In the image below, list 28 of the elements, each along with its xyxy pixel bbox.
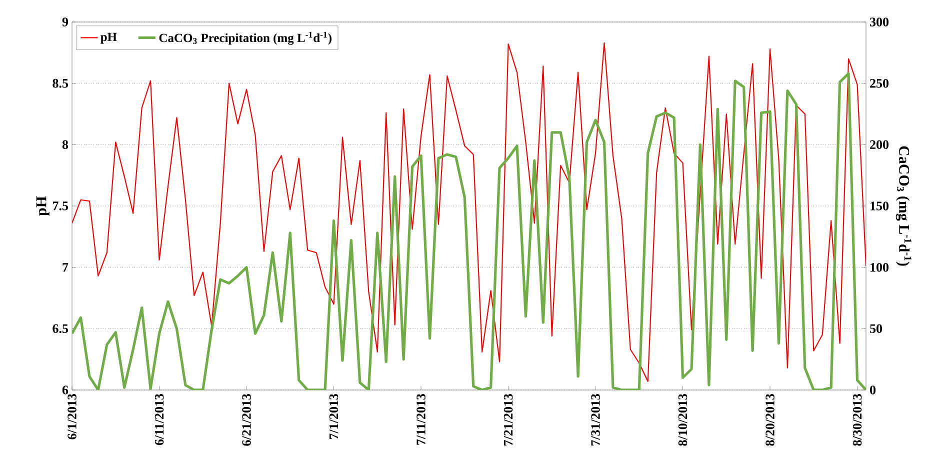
x-tick-label: 7/31/2013 — [591, 394, 600, 446]
x-tick-label: 7/21/2013 — [504, 394, 513, 446]
y-tick-label: 7.5 — [52, 202, 68, 210]
y-axis-title: pH — [36, 196, 50, 216]
x-tick-label: 8/20/2013 — [766, 394, 774, 446]
y2-tick-label: 250 — [870, 78, 889, 88]
legend-label: CaCO$_{3}$ Precipitation (mg L$^{-1}$d$^{-1}$) — [159, 32, 332, 45]
y2-axis-title: CaCO$_{3}$ (mg L$^{-1}$d$^{-1}$) — [896, 146, 912, 266]
y2-tick-label: 0 — [870, 386, 876, 394]
y2-tick-label: 300 — [870, 18, 889, 26]
y-tick-label: 6.5 — [52, 324, 68, 334]
x-tick-label: 6/21/2013 — [242, 394, 251, 446]
x-tick-label: 6/1/2013 — [68, 394, 76, 440]
x-tick-label: 7/11/2013 — [416, 394, 426, 445]
x-tick-label: 7/1/2013 — [329, 394, 338, 440]
y-tick-label: 9 — [62, 18, 68, 26]
y2-tick-label: 150 — [870, 202, 889, 210]
legend-label: pH — [100, 32, 117, 44]
x-tick-label: 8/30/2013 — [852, 394, 862, 446]
y2-tick-label: 100 — [870, 262, 889, 272]
y-tick-label: 6 — [62, 386, 68, 394]
y2-tick-label: 200 — [870, 140, 889, 150]
y2-tick-label: 50 — [870, 324, 882, 334]
y-tick-label: 7 — [62, 263, 68, 272]
x-tick-label: 6/11/2013 — [154, 394, 164, 446]
y-tick-label: 8.5 — [52, 78, 68, 88]
y-tick-label: 8 — [62, 140, 68, 150]
x-tick-label: 8/10/2013 — [678, 394, 688, 446]
